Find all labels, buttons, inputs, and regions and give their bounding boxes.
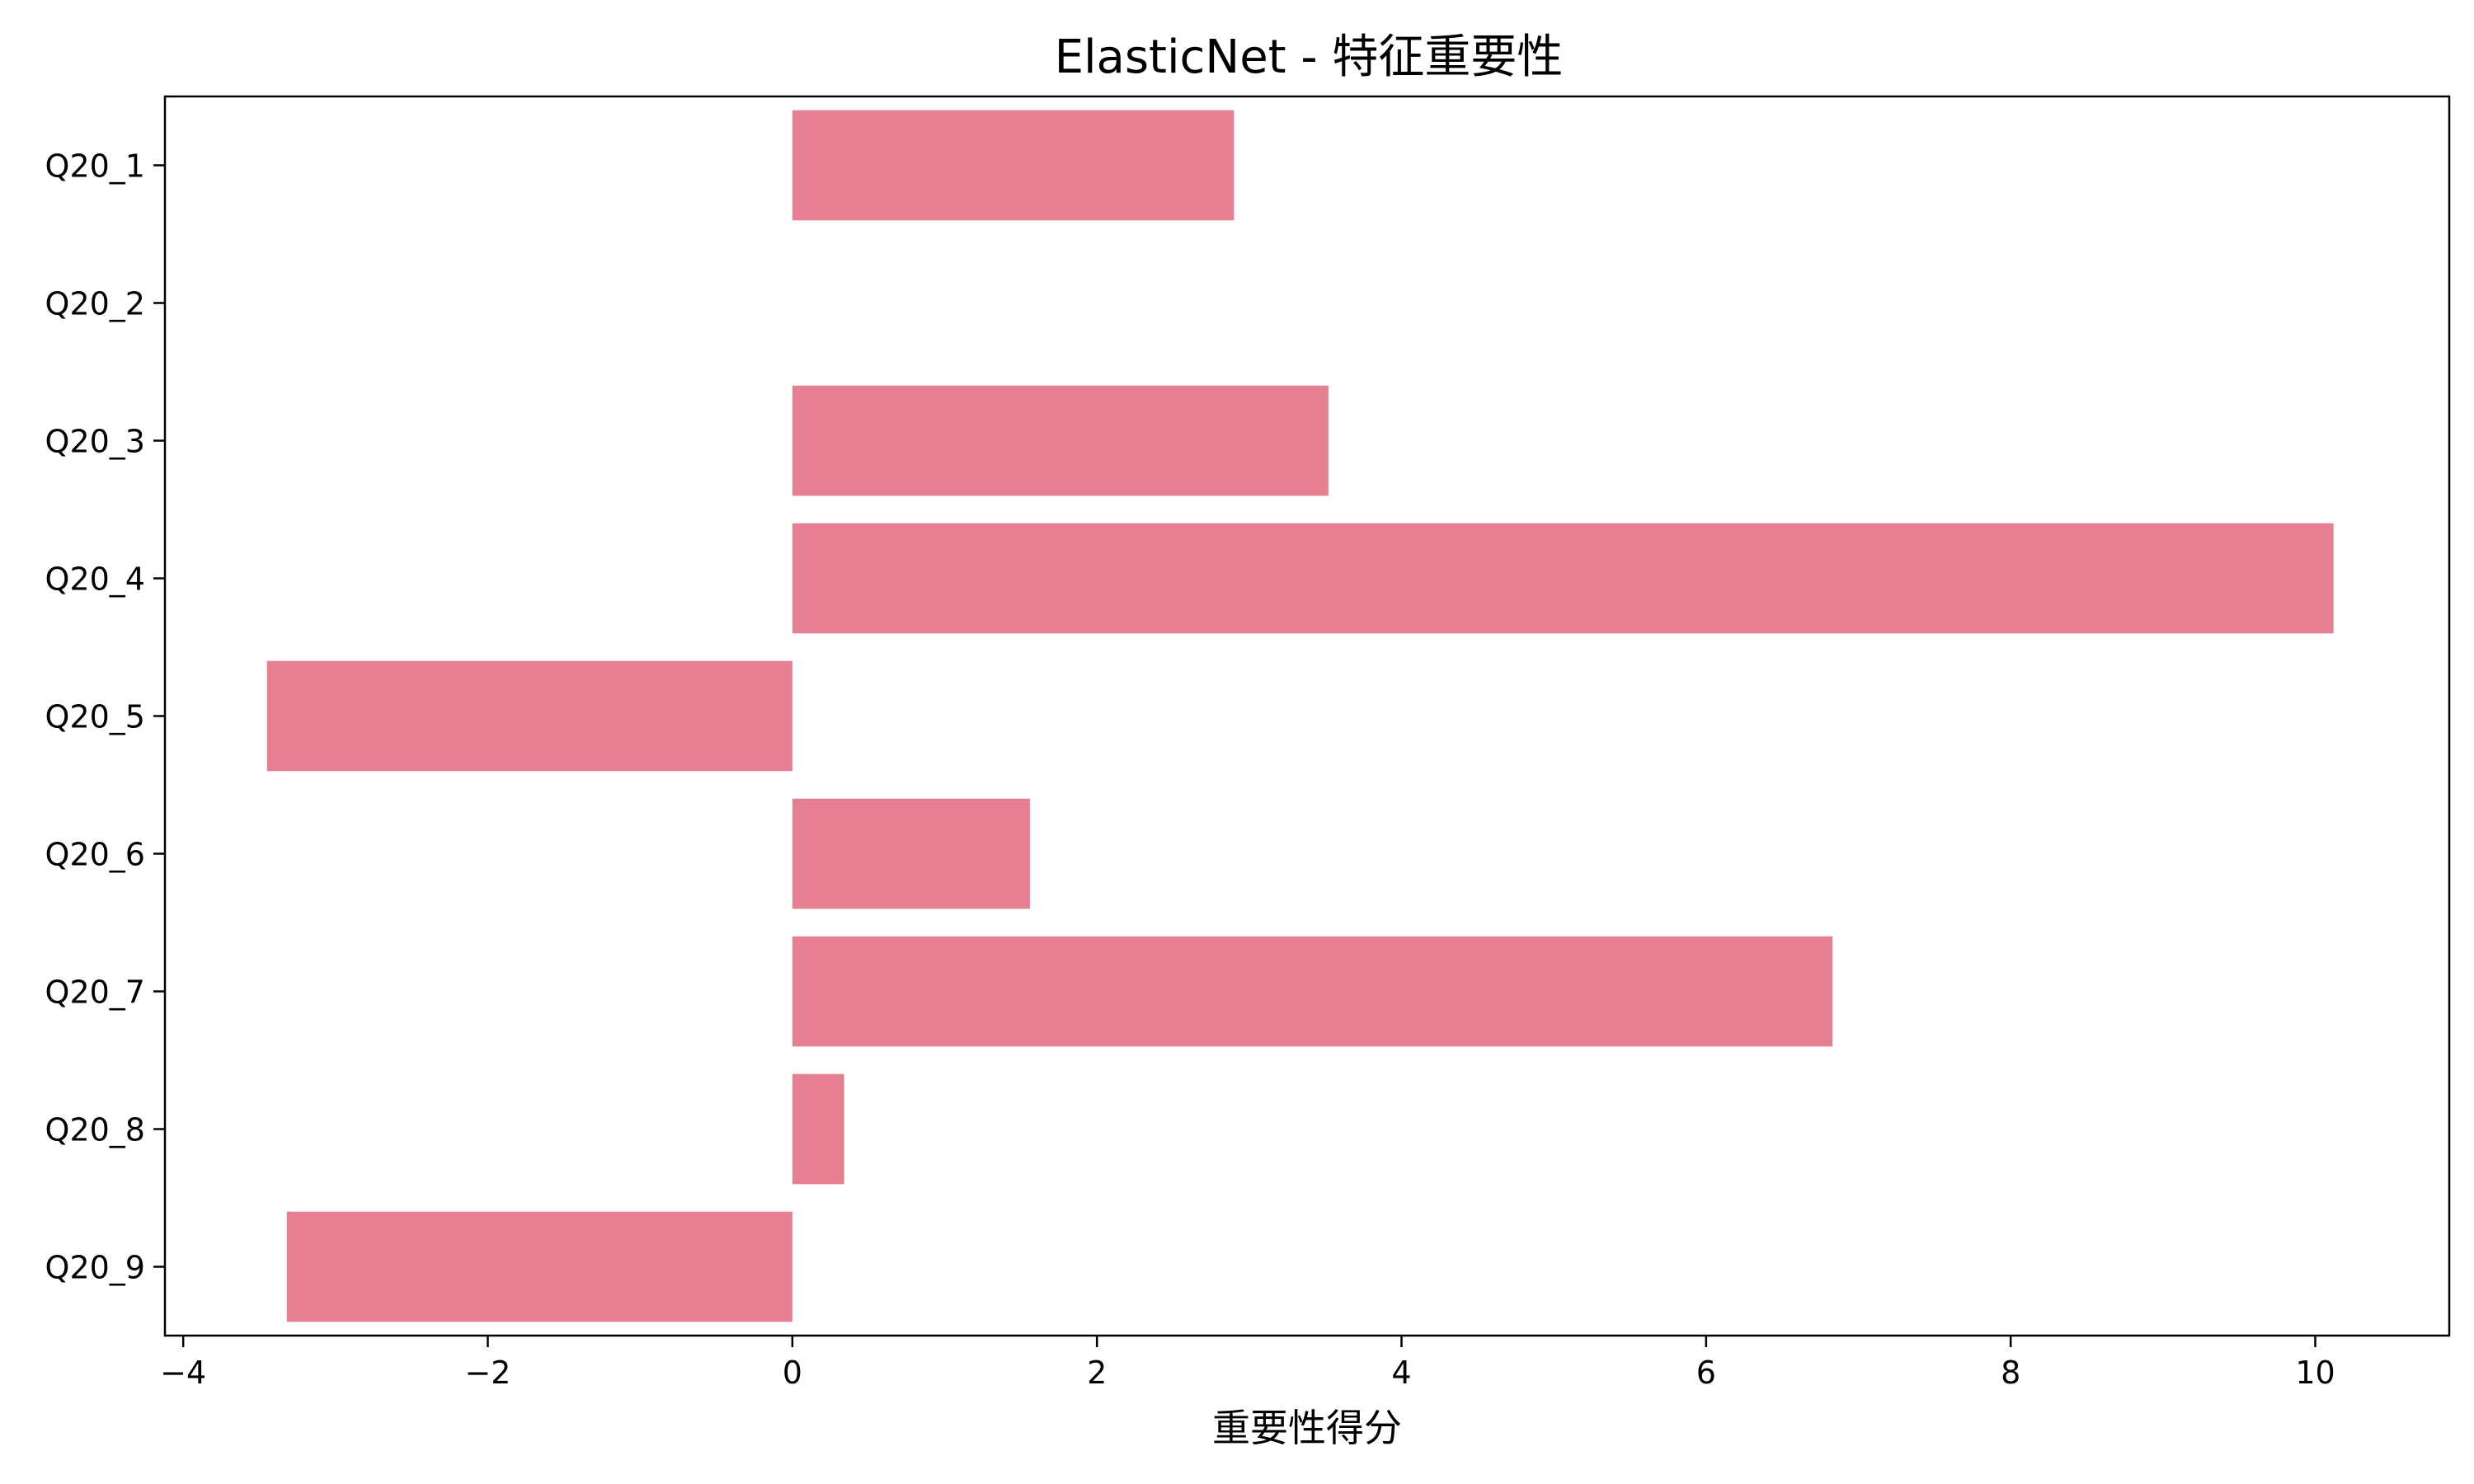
y-tick-label: Q20_4 bbox=[45, 561, 145, 598]
bar-q20-8 bbox=[792, 1073, 844, 1185]
y-tick-label: Q20_8 bbox=[45, 1112, 145, 1148]
chart-title: ElasticNet - 特征重要性 bbox=[1055, 31, 1564, 84]
bar-q20-9 bbox=[286, 1211, 793, 1322]
x-tick-label: 10 bbox=[2295, 1355, 2335, 1391]
y-tick-label: Q20_9 bbox=[45, 1250, 145, 1286]
y-axis-ticks: Q20_1 Q20_2 Q20_3 Q20_4 Q20_5 Q20_6 Q20_7 Q20_8… bbox=[45, 148, 165, 1286]
y-tick-label: Q20_3 bbox=[45, 424, 145, 460]
x-tick-label: 6 bbox=[1696, 1355, 1716, 1391]
bar-q20-6 bbox=[792, 798, 1030, 909]
x-axis-ticks: −4 −2 0 2 4 6 8 10 bbox=[160, 1336, 2335, 1391]
bar-q20-1 bbox=[792, 110, 1235, 221]
x-tick-label: −4 bbox=[160, 1355, 206, 1391]
x-tick-label: 8 bbox=[2001, 1355, 2020, 1391]
y-tick-label: Q20_7 bbox=[45, 974, 145, 1011]
bar-q20-4 bbox=[792, 523, 2334, 634]
bar-q20-5 bbox=[266, 660, 793, 772]
x-tick-label: 2 bbox=[1087, 1355, 1107, 1391]
y-tick-label: Q20_5 bbox=[45, 699, 145, 735]
y-tick-label: Q20_1 bbox=[45, 148, 145, 185]
x-tick-label: 4 bbox=[1391, 1355, 1411, 1391]
y-tick-label: Q20_6 bbox=[45, 837, 145, 873]
x-axis-label: 重要性得分 bbox=[1212, 1406, 1402, 1450]
y-tick-label: Q20_2 bbox=[45, 286, 145, 322]
bars bbox=[266, 110, 2334, 1322]
bar-q20-7 bbox=[792, 936, 1833, 1047]
x-tick-label: 0 bbox=[783, 1355, 802, 1391]
x-tick-label: −2 bbox=[464, 1355, 510, 1391]
bar-q20-3 bbox=[792, 385, 1329, 496]
